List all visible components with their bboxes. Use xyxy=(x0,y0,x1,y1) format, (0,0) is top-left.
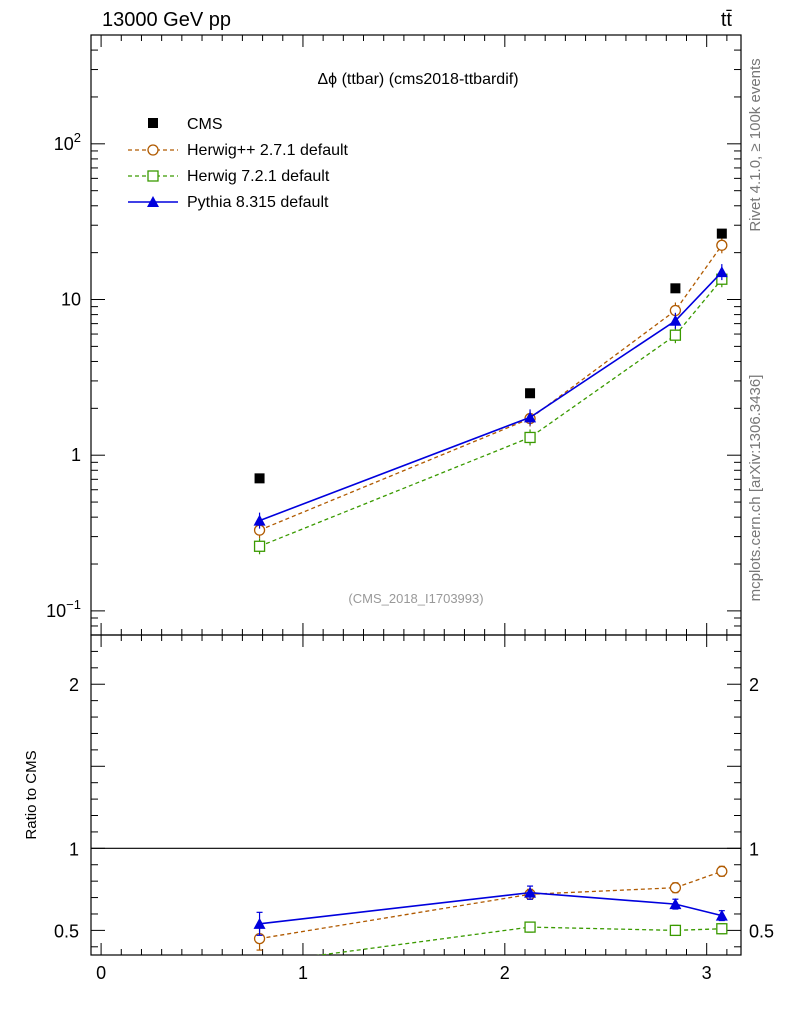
ratio-point xyxy=(669,898,682,910)
ratio-tick-label-right: 1 xyxy=(749,839,759,859)
main-plot-area xyxy=(253,228,728,555)
ratio-series-2 xyxy=(253,885,728,936)
ratio-tick-label-left: 1 xyxy=(69,839,79,859)
x-tick-label: 0 xyxy=(96,963,106,983)
ratio-tick-label-left: 2 xyxy=(69,675,79,695)
header-right-title: tt̄ xyxy=(721,9,733,31)
series-line xyxy=(259,278,723,547)
series-point xyxy=(715,266,728,278)
series-point xyxy=(524,411,537,423)
x-tick-label: 3 xyxy=(702,963,712,983)
data-point xyxy=(525,388,536,399)
legend-label-herwigpp: Herwig++ 2.7.1 default xyxy=(187,142,349,159)
series-0 xyxy=(253,237,728,539)
ratio-line xyxy=(259,870,723,940)
ratio-series-1 xyxy=(255,921,728,968)
series-point xyxy=(524,431,536,444)
ratio-tick-label-left: 0.5 xyxy=(54,921,79,941)
legend: CMS Herwig++ 2.7.1 default Herwig 7.2.1 … xyxy=(128,116,349,211)
header-left-title: 13000 GeV pp xyxy=(102,9,231,31)
series-point xyxy=(716,239,728,251)
ratio-tick-label-right: 0.5 xyxy=(749,921,774,941)
ratio-y-axis-label: Ratio to CMS xyxy=(23,750,40,839)
ratio-point xyxy=(669,924,682,937)
legend-marker-pythia xyxy=(147,196,159,207)
data-point xyxy=(254,473,265,484)
data-point xyxy=(716,228,727,239)
ratio-point xyxy=(669,882,682,894)
analysis-id: (CMS_2018_I1703993) xyxy=(348,591,483,606)
side-label-top: Rivet 4.1.0, ≥ 100k events xyxy=(747,58,764,231)
series-1 xyxy=(253,271,728,555)
ratio-line xyxy=(259,891,723,925)
y-tick-label: 102 xyxy=(54,130,81,154)
data-point xyxy=(670,283,681,294)
x-tick-label: 1 xyxy=(298,963,308,983)
series-2 xyxy=(253,264,728,529)
ratio-series-0 xyxy=(253,865,728,951)
series-point xyxy=(669,329,682,341)
series-point xyxy=(253,514,266,526)
ratio-point xyxy=(716,865,728,877)
cms-data xyxy=(254,228,727,484)
legend-label-pythia: Pythia 8.315 default xyxy=(187,194,329,211)
legend-label-cms: CMS xyxy=(187,116,223,133)
legend-marker-herwigpp xyxy=(147,144,159,156)
series-point xyxy=(253,540,266,552)
plot-title: Δϕ (ttbar) (cms2018-ttbardif) xyxy=(317,71,518,88)
x-tick-label: 2 xyxy=(500,963,510,983)
ratio-point xyxy=(524,921,536,933)
axis-ticks: 0 1 2 3 10−1 1 10 102 0.5 0.5 1 1 2 2 xyxy=(46,34,774,983)
ratio-line xyxy=(316,926,722,955)
ratio-plot-area xyxy=(253,865,728,968)
y-tick-label: 10−1 xyxy=(46,597,81,621)
ratio-series-group xyxy=(253,865,728,968)
legend-marker-herwig7 xyxy=(147,170,159,182)
series-line xyxy=(259,244,723,531)
ratio-tick-label-right: 2 xyxy=(749,675,759,695)
ratio-point xyxy=(524,886,537,898)
legend-marker-cms xyxy=(148,118,158,128)
y-tick-label: 1 xyxy=(71,445,81,465)
series-line xyxy=(259,271,723,522)
series-point xyxy=(669,314,682,326)
ratio-panel-frame xyxy=(90,634,742,956)
ratio-point xyxy=(255,958,265,968)
y-tick-label: 10 xyxy=(61,290,81,310)
ratio-point xyxy=(716,923,728,935)
side-label-bottom: mcplots.cern.ch [arXiv:1306.3436] xyxy=(747,375,764,602)
legend-label-herwig7: Herwig 7.2.1 default xyxy=(187,168,330,185)
ratio-point xyxy=(715,909,728,921)
ratio-point xyxy=(253,917,266,929)
